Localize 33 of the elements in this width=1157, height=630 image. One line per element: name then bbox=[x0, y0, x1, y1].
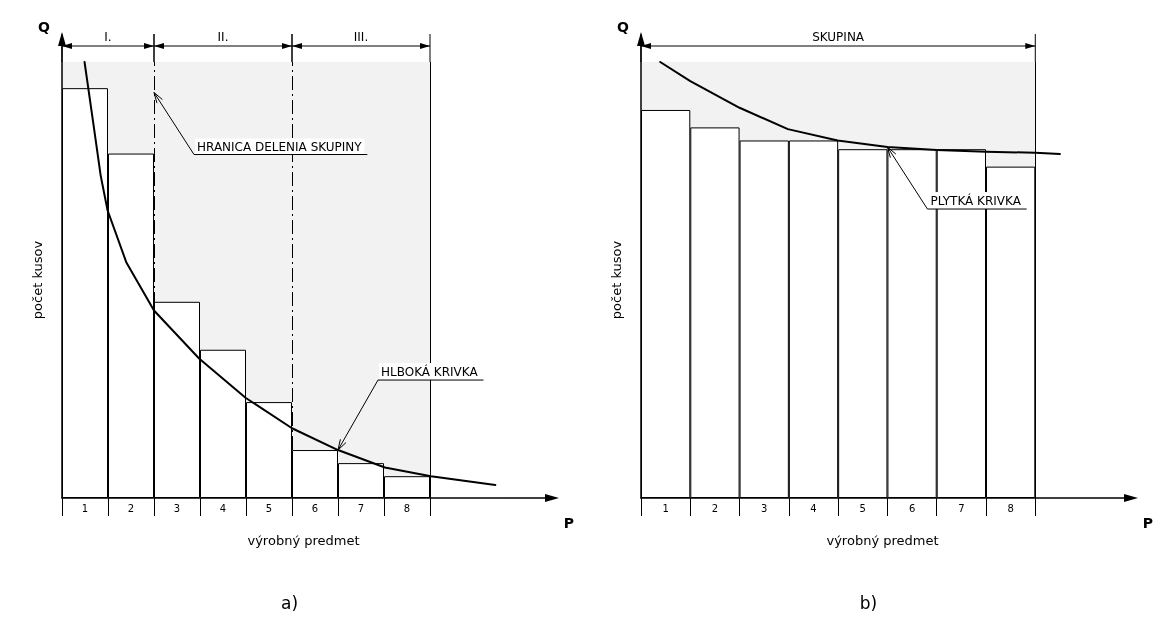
text: P bbox=[563, 515, 575, 531]
annotation: HRANICA DELENIA SKUPINY bbox=[197, 139, 363, 154]
x-tick-label: 7 bbox=[357, 502, 365, 514]
band-label: III. bbox=[353, 30, 369, 44]
annotation: HLBOKÁ KRIVKA bbox=[381, 364, 479, 380]
x-tick-label: 4 bbox=[219, 502, 227, 514]
x-tick-label: 2 bbox=[127, 502, 135, 514]
x-tick-label: 6 bbox=[908, 502, 915, 514]
band-label: SKUPINA bbox=[811, 30, 865, 44]
text: a) bbox=[280, 592, 299, 613]
x-tick-label: 6 bbox=[311, 502, 319, 514]
annotation: PLYTKÁ KRIVKA bbox=[929, 193, 1022, 209]
x-tick-label: 8 bbox=[1006, 502, 1014, 514]
y-axis-title: počet kusov bbox=[30, 240, 45, 320]
x-tick-label: 1 bbox=[661, 502, 669, 514]
text: Q bbox=[616, 19, 629, 35]
x-tick-label: 5 bbox=[859, 502, 866, 514]
x-axis-title: výrobný predmet bbox=[247, 533, 360, 548]
x-tick-label: 1 bbox=[81, 502, 89, 514]
x-tick-label: 2 bbox=[711, 502, 718, 514]
x-tick-label: 5 bbox=[265, 502, 273, 514]
x-axis-title: výrobný predmet bbox=[825, 533, 939, 548]
x-tick-label: 4 bbox=[809, 502, 817, 514]
x-tick-label: 8 bbox=[403, 502, 411, 514]
text: P bbox=[1142, 515, 1153, 531]
text: b) bbox=[859, 592, 877, 613]
x-tick-label: 7 bbox=[957, 502, 965, 514]
x-tick-label: 3 bbox=[173, 502, 181, 514]
band-label: II. bbox=[217, 30, 229, 44]
x-tick-label: 3 bbox=[760, 502, 767, 514]
text: Q bbox=[38, 19, 51, 35]
band-label: I. bbox=[104, 30, 112, 44]
y-axis-title: počet kusov bbox=[608, 240, 624, 320]
